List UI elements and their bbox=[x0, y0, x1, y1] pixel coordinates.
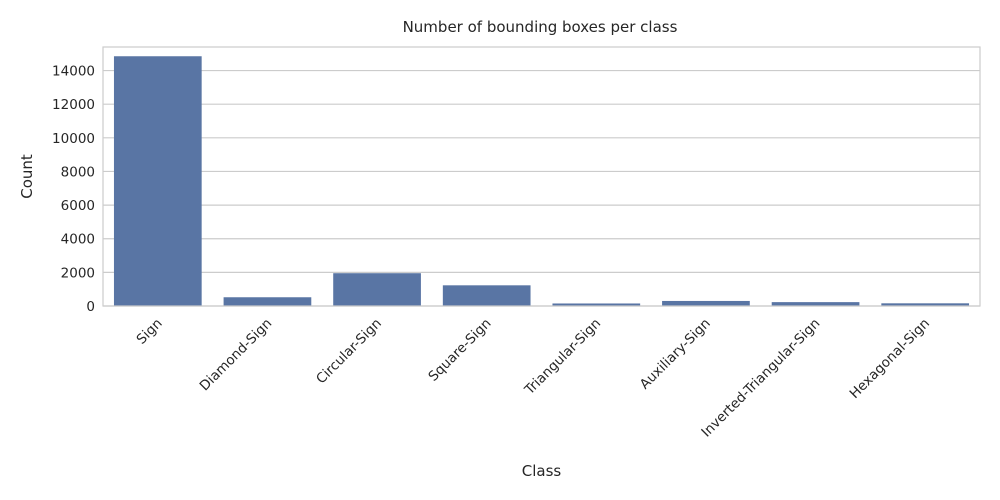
x-axis-label: Class bbox=[522, 462, 562, 480]
y-tick-label: 10000 bbox=[52, 131, 95, 147]
y-tick-label: 0 bbox=[86, 299, 95, 315]
grid bbox=[103, 69, 980, 307]
x-tick-labels: Sign Diamond-Sign Circular-Sign Square-Sign… bbox=[134, 316, 934, 441]
x-tick-label: Triangular-Sign bbox=[521, 316, 604, 399]
bar-hexagonal-sign bbox=[881, 303, 970, 306]
bar-square-sign bbox=[442, 285, 531, 306]
x-tick-label: Hexagonal-Sign bbox=[847, 316, 933, 402]
plot-frame bbox=[102, 46, 981, 307]
bar-sign bbox=[113, 56, 202, 306]
x-tick-label: Auxiliary-Sign bbox=[637, 316, 714, 393]
bar-diamond-sign bbox=[223, 297, 312, 306]
y-tick-label: 12000 bbox=[52, 97, 95, 113]
bar-inverted-triangular-sign bbox=[771, 302, 860, 306]
x-tick-label: Sign bbox=[134, 316, 166, 348]
x-tick-label: Square-Sign bbox=[425, 316, 494, 385]
y-tick-label: 6000 bbox=[61, 198, 95, 214]
chart-title: Number of bounding boxes per class bbox=[403, 18, 678, 36]
bars bbox=[113, 56, 970, 306]
y-axis-label: Count bbox=[18, 154, 36, 199]
bar-circular-sign bbox=[333, 273, 421, 306]
x-tick-label: Inverted-Triangular-Sign bbox=[698, 316, 823, 441]
bar-auxiliary-sign bbox=[662, 300, 750, 306]
y-tick-labels: 0 2000 4000 6000 8000 10000 12000 14000 bbox=[52, 64, 95, 315]
y-tick-label: 4000 bbox=[61, 232, 95, 248]
y-tick-label: 8000 bbox=[61, 164, 95, 180]
y-tick-label: 14000 bbox=[52, 64, 95, 80]
bar-triangular-sign bbox=[552, 303, 641, 306]
y-tick-label: 2000 bbox=[61, 265, 95, 281]
x-tick-label: Circular-Sign bbox=[313, 316, 385, 388]
x-tick-label: Diamond-Sign bbox=[197, 316, 276, 395]
